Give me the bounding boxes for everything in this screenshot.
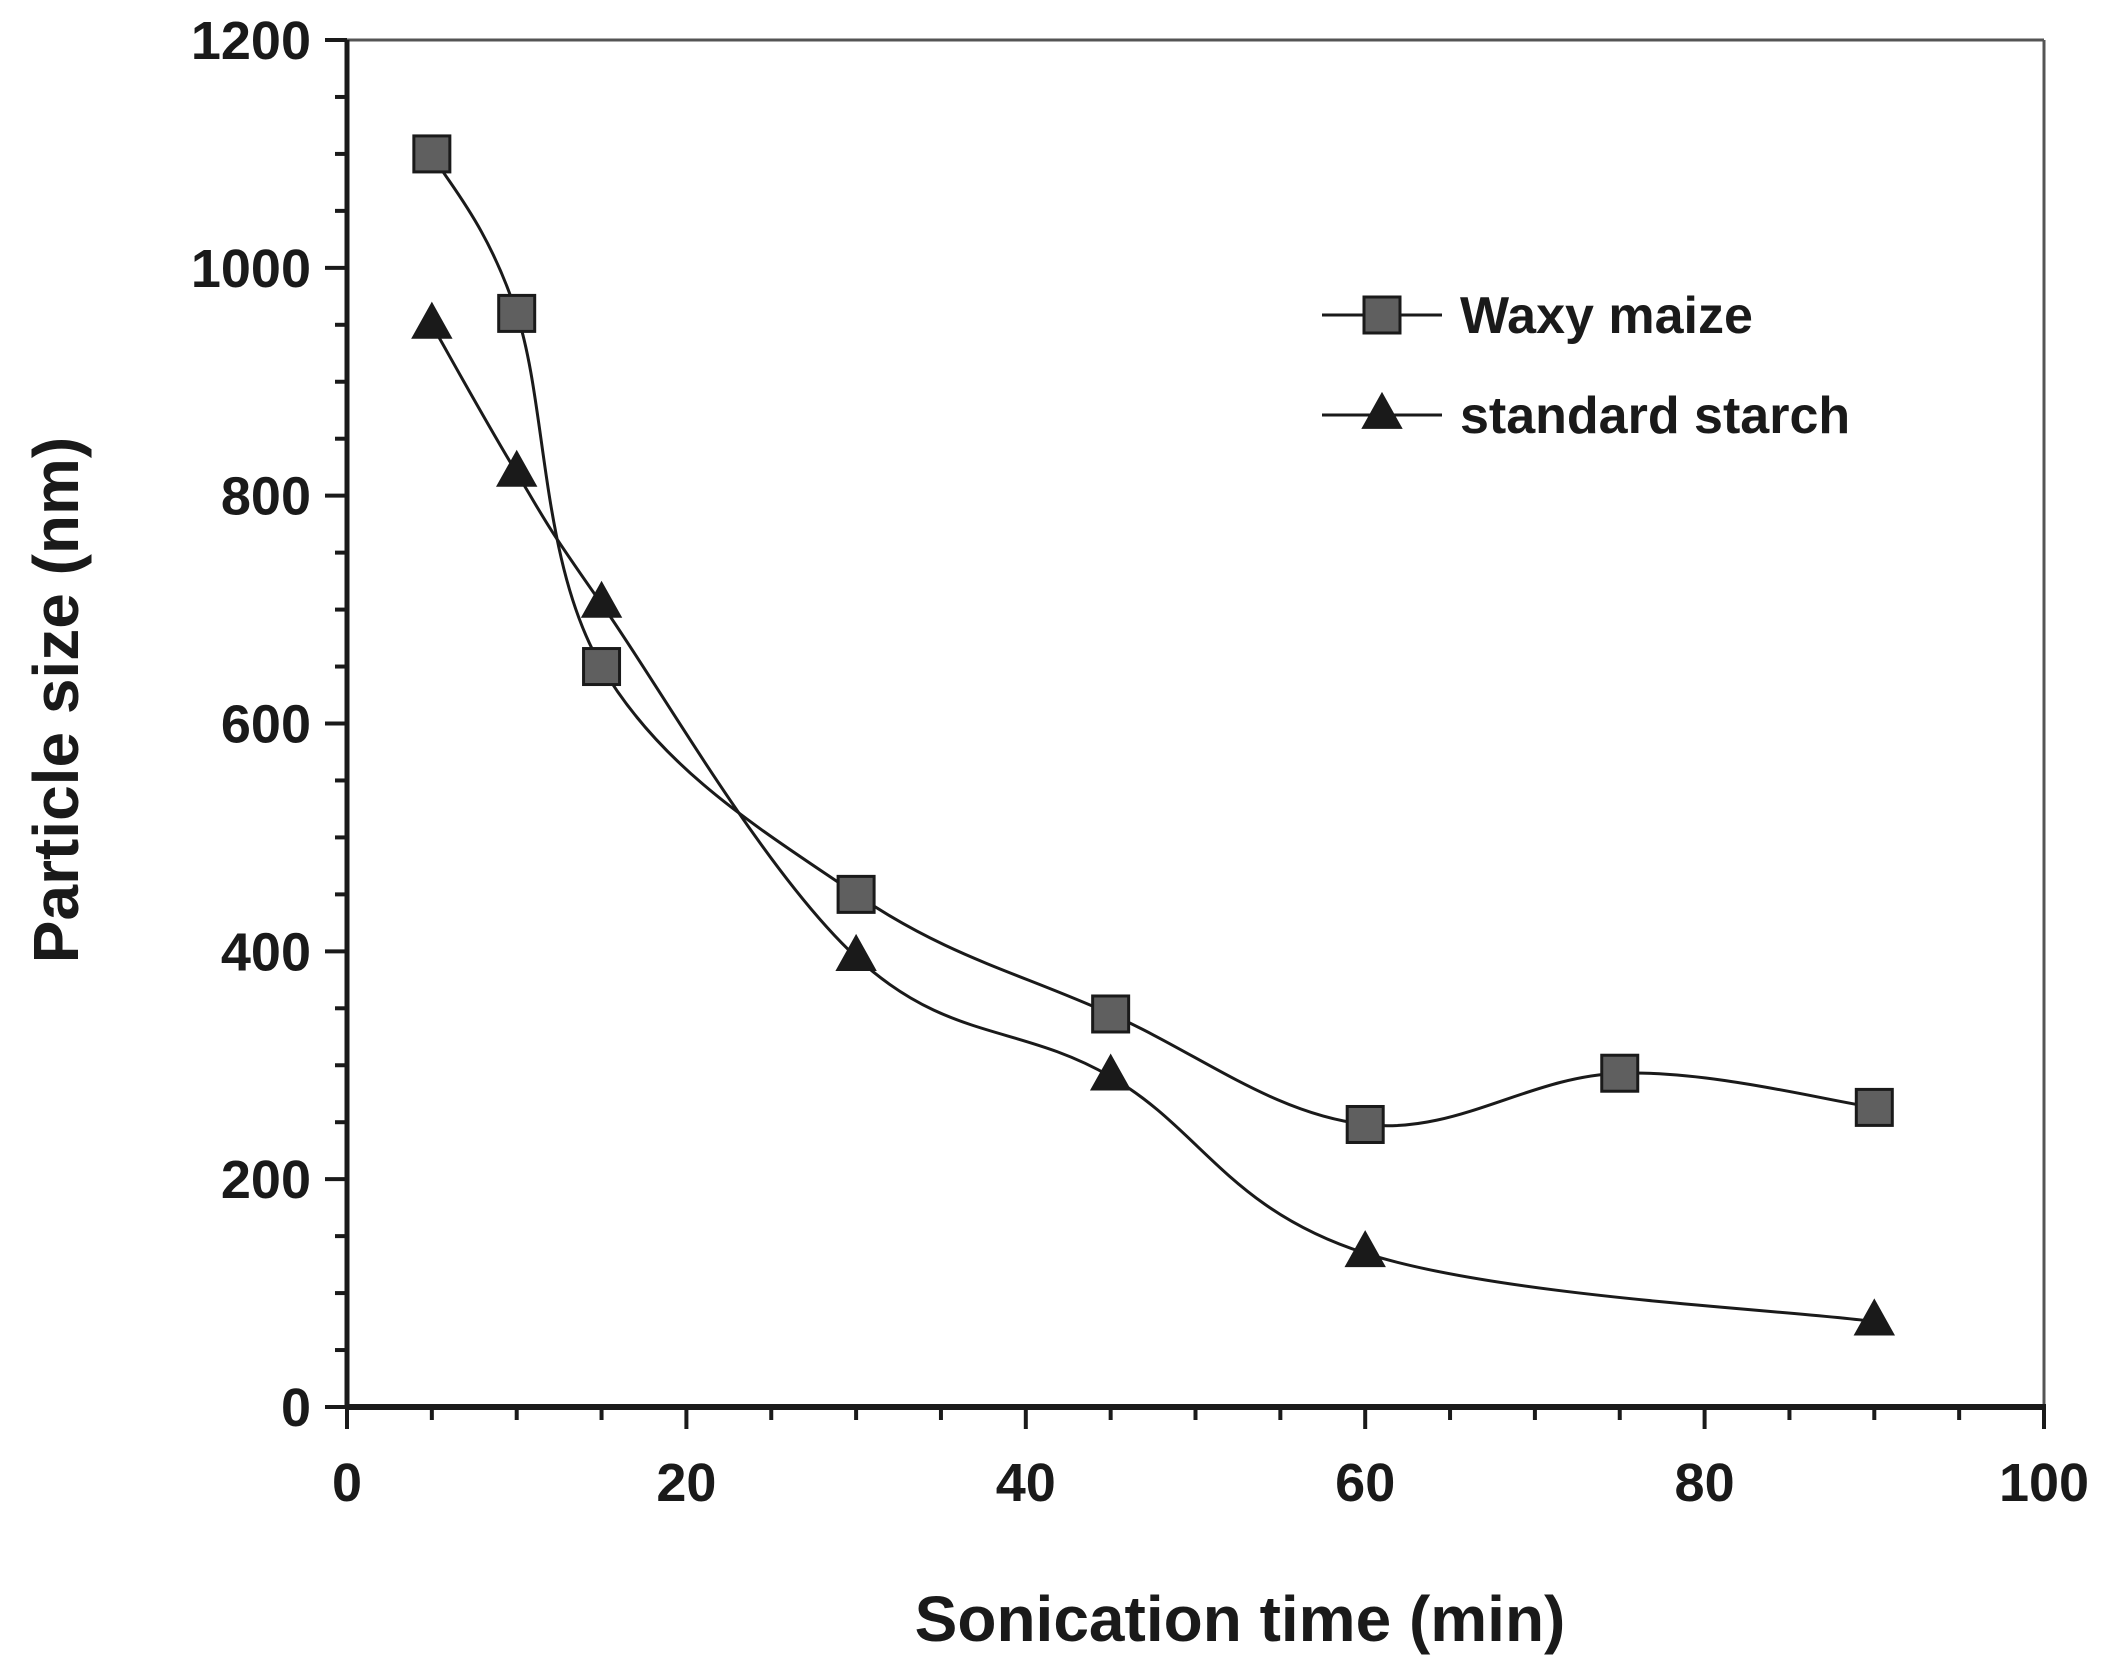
series-line xyxy=(430,153,1875,1128)
y-tick-label: 1200 xyxy=(191,11,311,71)
x-tick-label: 100 xyxy=(1999,1453,2089,1513)
square-marker xyxy=(1600,1053,1640,1093)
triangle-marker xyxy=(495,449,538,487)
triangle-marker xyxy=(1344,1230,1386,1268)
y-tick-label: 200 xyxy=(221,1150,311,1210)
square-marker xyxy=(412,134,452,174)
y-tick-label: 400 xyxy=(221,922,311,982)
triangle-marker xyxy=(580,580,623,618)
square-marker xyxy=(836,874,876,914)
triangle-marker xyxy=(1089,1053,1132,1091)
x-tick-label: 20 xyxy=(656,1453,716,1513)
x-tick-label: 80 xyxy=(1675,1453,1735,1513)
y-tick-label: 600 xyxy=(221,695,311,755)
square-marker xyxy=(1091,994,1131,1034)
triangle-marker xyxy=(1853,1298,1896,1336)
y-tick-label: 1000 xyxy=(191,239,311,299)
y-tick-label: 800 xyxy=(221,467,311,527)
square-marker xyxy=(497,293,537,333)
legend-item: Waxy maize xyxy=(1322,287,1753,345)
square-marker xyxy=(1345,1104,1385,1144)
legend-label: standard starch xyxy=(1460,387,1850,445)
triangle-marker xyxy=(835,933,877,971)
legend: Waxy maize standard starch xyxy=(1322,287,1850,445)
series-layer xyxy=(411,134,1896,1336)
x-tick-label: 0 xyxy=(332,1453,362,1513)
x-tick-label: 40 xyxy=(996,1453,1056,1513)
legend-item: standard starch xyxy=(1322,387,1850,445)
y-tick-label: 0 xyxy=(281,1378,311,1438)
square-marker xyxy=(582,647,622,687)
x-tick-label: 60 xyxy=(1335,1453,1395,1513)
legend-label: Waxy maize xyxy=(1460,287,1753,345)
legend-triangle-marker xyxy=(1361,391,1403,429)
series-standard-starch xyxy=(411,301,1896,1336)
legend-square-marker xyxy=(1362,295,1402,335)
axes: 0 200 400 600 800 1000 1200 0 20 40 60 80 100 xyxy=(191,11,2089,1513)
series-line xyxy=(430,324,1875,1324)
x-axis-title: Sonication time (min) xyxy=(915,1583,1566,1655)
triangle-marker xyxy=(411,301,453,339)
series-waxy-maize xyxy=(412,134,1894,1144)
square-marker xyxy=(1854,1087,1894,1127)
y-axis-title: Particle size (nm) xyxy=(20,437,92,963)
